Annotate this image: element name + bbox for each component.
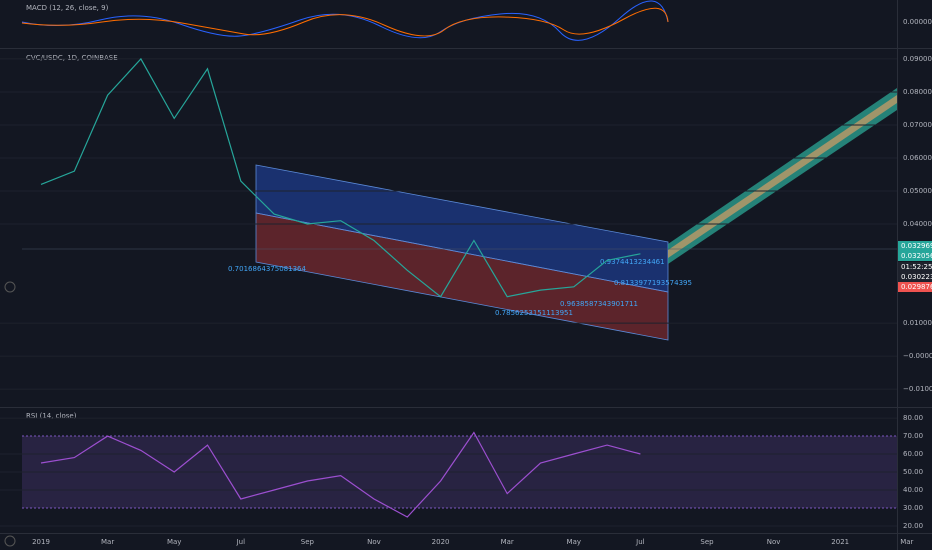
x-tick-label: Sep	[700, 538, 714, 546]
price-badge	[898, 282, 932, 292]
macd-signal	[21, 7, 669, 37]
x-tick-label: Nov	[367, 538, 381, 546]
symbol-title: CVC/USDC, 1D, COINBASE	[26, 54, 118, 62]
macd-zero-label: 0.000000	[903, 18, 932, 26]
x-tick-label: 2020	[432, 538, 450, 546]
y-tick-label: −0.010000	[903, 385, 932, 393]
x-tick-label: Jul	[635, 538, 645, 546]
price-badge	[898, 251, 932, 261]
price-badge-text: 0.032969	[901, 242, 932, 250]
x-tick-label: Mar	[101, 538, 114, 546]
price-badge	[898, 241, 932, 251]
projection-core	[668, 95, 897, 258]
x-tick-label: Mar	[900, 538, 913, 546]
x-tick-label: May	[567, 538, 581, 546]
macd-label: MACD (12, 26, close, 9)	[26, 4, 109, 12]
rsi-label: RSI (14, close)	[26, 412, 77, 420]
y-tick-label: 40.00	[903, 486, 923, 494]
timezone-button[interactable]	[4, 535, 16, 547]
x-tick-label: May	[167, 538, 181, 546]
channel-label: 0.9374413234461	[600, 258, 665, 266]
price-badge-text: 01:52:25	[901, 263, 932, 271]
x-tick-label: 2021	[831, 538, 849, 546]
price-badge-text: 0.030223	[901, 273, 932, 281]
y-tick-label: 70.00	[903, 432, 923, 440]
y-tick-label: 80.00	[903, 414, 923, 422]
x-tick-label: Mar	[501, 538, 514, 546]
y-tick-label: 50.00	[903, 468, 923, 476]
price-badge-text: 0.032056	[901, 252, 932, 260]
price-badge	[898, 262, 932, 272]
x-tick-label: Jul	[236, 538, 246, 546]
y-tick-label: 60.00	[903, 450, 923, 458]
macd-line	[21, 0, 669, 41]
rsi-line	[40, 431, 641, 518]
y-tick-label: 20.00	[903, 522, 923, 530]
channel-label: 0.7016864375081364	[228, 265, 306, 273]
x-tick-label: Sep	[301, 538, 315, 546]
channel-label: 0.9638587343901711	[560, 300, 638, 308]
channel-label: 0.8133977193574395	[614, 279, 692, 287]
price-badge	[898, 272, 932, 282]
x-tick-label: Nov	[767, 538, 781, 546]
price-badge-text: 0.029876	[901, 283, 932, 291]
channel-label: 0.7856253151113951	[495, 309, 573, 317]
price-line-series	[40, 57, 641, 298]
y-tick-label: −0.000000	[903, 352, 932, 360]
channel-lower	[255, 212, 669, 341]
y-tick-label: 0.010000	[903, 319, 932, 327]
y-tick-label: 30.00	[903, 504, 923, 512]
x-tick-label: 2019	[32, 538, 50, 546]
scale-button[interactable]	[4, 281, 16, 293]
